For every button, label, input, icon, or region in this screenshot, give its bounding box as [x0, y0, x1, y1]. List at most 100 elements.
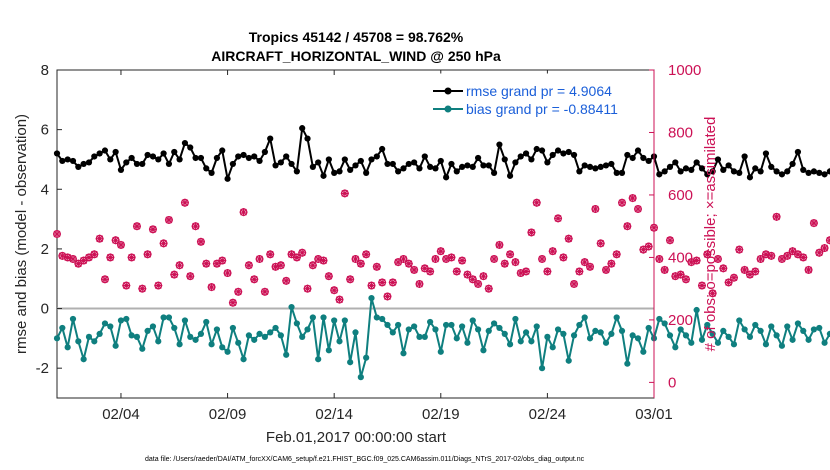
bias-point [213, 326, 221, 333]
rmse-point [117, 166, 125, 173]
bias-point [96, 330, 103, 337]
bias-point [490, 320, 498, 327]
obs-count-marker [399, 254, 408, 263]
obs-count-marker [303, 284, 312, 293]
bias-point [688, 339, 695, 346]
obs-count-marker [783, 251, 792, 260]
rmse-point [283, 153, 290, 160]
obs-count-marker [266, 250, 275, 259]
obs-count-marker [618, 198, 627, 207]
bias-point [336, 338, 343, 345]
bias-point [331, 317, 338, 324]
bias-point [805, 336, 812, 343]
obs-count-marker [298, 248, 307, 257]
rmse-point [373, 153, 380, 160]
bias-point [245, 332, 252, 339]
obs-count-marker [623, 222, 632, 231]
rmse-point [549, 151, 556, 159]
bias-point [123, 315, 130, 323]
obs-count-marker [116, 240, 125, 249]
rmse-point [741, 153, 748, 160]
rmse-point [101, 147, 109, 154]
obs-count-marker [132, 222, 141, 231]
bias-point [395, 321, 402, 329]
bias-point [506, 341, 514, 348]
rmse-point [565, 148, 572, 156]
bias-point [69, 315, 77, 323]
rmse-point [528, 156, 535, 163]
bias-point [80, 356, 87, 363]
rmse-point [155, 156, 162, 163]
rmse-point [192, 154, 199, 162]
rmse-point [480, 162, 487, 169]
bias-point [107, 323, 114, 330]
y-right-tick-label: 800 [668, 124, 693, 141]
rmse-point [789, 160, 796, 168]
obs-count-marker [196, 237, 205, 246]
legend: rmse grand pr = 4.9064 bias grand pr = -… [428, 73, 652, 119]
obs-count-marker [692, 256, 701, 265]
obs-count-marker [527, 228, 536, 237]
obs-count-marker [602, 265, 611, 274]
bias-point [576, 321, 583, 329]
obs-count-marker [724, 278, 733, 287]
bias-point [661, 320, 668, 327]
bias-point [736, 317, 743, 324]
rmse-point [133, 160, 141, 168]
bias-point [640, 348, 647, 355]
rmse-point [597, 163, 604, 171]
obs-count-marker [596, 239, 605, 248]
obs-count-marker [703, 250, 712, 259]
x-axis-label: Feb.01,2017 00:00:00 start [266, 429, 447, 446]
bias-point [139, 345, 146, 352]
bias-point [624, 360, 631, 367]
obs-count-marker [559, 253, 568, 262]
rmse-point [208, 169, 215, 176]
y-right-tick-label: 1000 [668, 62, 701, 79]
bias-point [176, 341, 183, 348]
bias-point [586, 335, 594, 342]
bias-point [235, 339, 242, 346]
rmse-point [160, 150, 167, 157]
rmse-point [800, 166, 807, 173]
rmse-point [784, 168, 791, 175]
rmse-point [821, 171, 828, 178]
rmse-point [560, 150, 567, 157]
rmse-point [336, 168, 343, 175]
obs-count-marker [218, 256, 227, 265]
rmse-point [368, 156, 375, 163]
rmse-point [730, 168, 738, 175]
obs-count-marker [708, 289, 717, 298]
rmse-point [640, 154, 647, 162]
bias-point [341, 317, 348, 324]
rmse-point [773, 168, 780, 175]
obs-count-marker [729, 273, 738, 282]
obs-count-marker [308, 261, 317, 270]
bias-point [437, 348, 444, 355]
rmse-point [709, 168, 716, 175]
rmse-point [576, 168, 583, 175]
rmse-point [245, 154, 252, 162]
rmse-point [363, 169, 370, 176]
bias-point [629, 332, 636, 339]
rmse-point [661, 168, 668, 175]
rmse-point [581, 162, 588, 169]
bias-point [400, 350, 407, 357]
obs-count-marker [681, 275, 690, 284]
bias-point [538, 365, 546, 372]
rmse-point [693, 159, 700, 166]
bias-point [768, 323, 775, 330]
obs-count-marker [95, 234, 104, 243]
rmse-point [325, 156, 332, 163]
obs-count-marker [628, 194, 637, 203]
rmse-point [411, 159, 418, 166]
obs-count-marker [340, 189, 349, 198]
rmse-point [187, 144, 194, 151]
bias-point [315, 356, 322, 363]
obs-count-marker [410, 265, 419, 274]
obs-count-marker [143, 250, 152, 259]
obs-count-marker [388, 278, 397, 287]
rmse-point [666, 163, 674, 171]
obs-count-marker [53, 230, 61, 238]
bias-point [512, 315, 519, 323]
